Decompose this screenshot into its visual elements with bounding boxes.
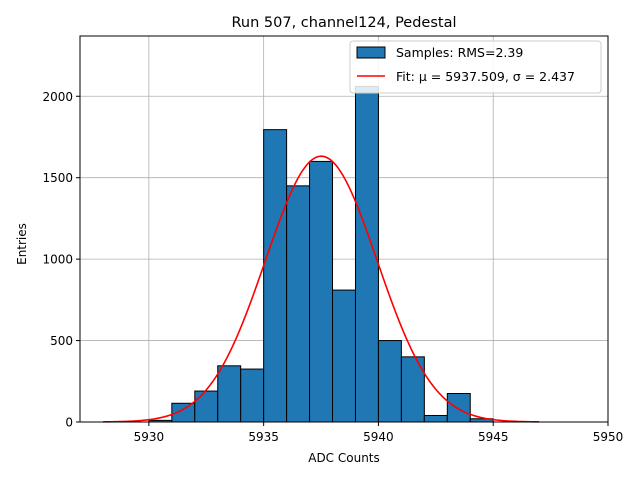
y-tick-label: 1500 <box>42 171 73 185</box>
legend-samples-label: Samples: RMS=2.39 <box>396 45 523 60</box>
x-tick-label: 5940 <box>363 430 394 444</box>
y-tick-label: 0 <box>65 416 73 430</box>
y-axis-label: Entries <box>15 223 29 265</box>
histogram-bar-13 <box>446 392 471 423</box>
x-axis-label: ADC Counts <box>308 451 380 465</box>
y-tick-label: 2000 <box>42 90 73 104</box>
gaussian-fit-line <box>102 155 540 423</box>
x-axis-ticks: 5930 5935 5940 5945 5950 <box>134 422 624 444</box>
y-tick-label: 1000 <box>42 253 73 267</box>
x-tick-label: 5950 <box>593 430 624 444</box>
histogram-bar-3 <box>217 365 242 423</box>
legend-samples-swatch <box>356 46 386 59</box>
histogram-bar-12 <box>423 414 448 423</box>
y-tick-label: 500 <box>50 334 73 348</box>
histogram-bar-8 <box>332 289 356 423</box>
x-tick-label: 5930 <box>134 430 165 444</box>
legend-fit-label: Fit: μ = 5937.509, σ = 2.437 <box>396 69 575 84</box>
legend-box <box>349 40 602 94</box>
y-axis-ticks: 0 500 1000 1500 2000 <box>42 90 80 430</box>
histogram-bar-6 <box>286 185 311 423</box>
histogram-bar-10 <box>377 340 402 423</box>
histogram-bar-5 <box>263 129 288 423</box>
histogram-bars <box>148 85 494 423</box>
x-tick-label: 5945 <box>478 430 509 444</box>
histogram-bar-2 <box>194 390 219 423</box>
x-tick-label: 5935 <box>248 430 279 444</box>
histogram-bar-7 <box>309 160 334 423</box>
chart-title: Run 507, channel124, Pedestal <box>231 15 456 31</box>
histogram-bar-4 <box>240 368 265 423</box>
plot-frame <box>79 35 609 423</box>
legend: Samples: RMS=2.39 Fit: μ = 5937.509, σ =… <box>349 40 602 94</box>
